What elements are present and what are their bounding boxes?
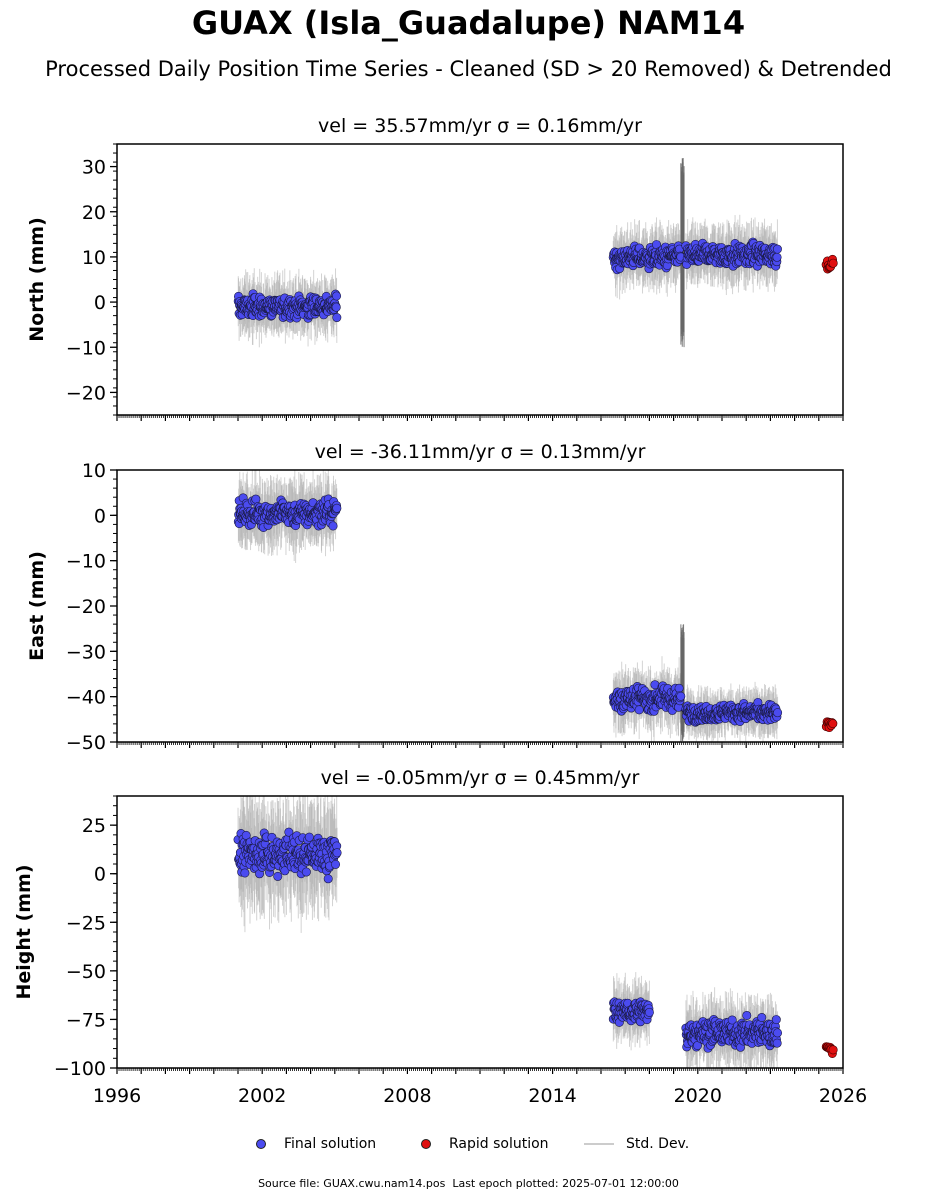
y-tick-label: −75	[66, 1009, 106, 1031]
y-tick-label: −10	[66, 551, 106, 573]
final-point	[332, 313, 342, 323]
final-point	[773, 1028, 783, 1038]
rapid-solution-points	[821, 254, 838, 274]
y-axis-label: North (mm)	[26, 217, 48, 342]
final-point	[273, 871, 283, 881]
y-tick-label: 10	[82, 460, 106, 482]
y-tick-label: 30	[82, 157, 106, 179]
final-solution-points	[233, 237, 782, 323]
rapid-point	[828, 258, 838, 268]
final-point	[332, 291, 342, 301]
plot-area	[233, 158, 838, 348]
final-point	[331, 302, 341, 312]
rapid-solution-points	[821, 1042, 838, 1058]
final-point	[241, 830, 251, 840]
final-point	[304, 832, 314, 842]
final-point	[634, 705, 644, 715]
rapid-point	[828, 719, 838, 729]
final-point	[323, 874, 333, 884]
rapid-point	[828, 1045, 838, 1055]
final-point	[301, 867, 311, 877]
north-panel: vel = 35.57mm/yr σ = 0.16mm/yr North (mm)…	[26, 115, 844, 421]
y-tick-label: 0	[94, 864, 106, 886]
y-tick-label: −50	[66, 961, 106, 983]
y-tick-label: −25	[66, 912, 106, 934]
final-point	[284, 827, 294, 837]
y-tick-label: −30	[66, 641, 106, 663]
y-axis-label: Height (mm)	[13, 864, 35, 999]
final-point	[674, 683, 684, 693]
y-tick-label: 25	[82, 815, 106, 837]
final-point	[644, 1007, 654, 1017]
final-point	[773, 708, 783, 718]
panel-title: vel = -0.05mm/yr σ = 0.45mm/yr	[321, 767, 640, 789]
final-solution-points	[233, 493, 783, 727]
final-point	[772, 1038, 782, 1048]
main-title: GUAX (Isla_Guadalupe) NAM14	[191, 4, 746, 42]
final-point	[742, 1010, 752, 1020]
panel-title: vel = -36.11mm/yr σ = 0.13mm/yr	[315, 441, 646, 463]
final-solution-points	[233, 827, 783, 1053]
y-tick-label: −10	[66, 337, 106, 359]
final-point	[332, 848, 342, 858]
final-point	[757, 1012, 767, 1022]
y-tick-label: −20	[66, 382, 106, 404]
east-panel: vel = -36.11mm/yr σ = 0.13mm/yr East (mm)…	[26, 441, 844, 754]
final-point	[772, 252, 782, 262]
std-dev-spike	[680, 624, 685, 742]
subtitle: Processed Daily Position Time Series - C…	[45, 57, 892, 81]
final-point	[676, 691, 686, 701]
final-point	[328, 521, 338, 531]
final-point	[332, 503, 342, 513]
final-point	[240, 868, 250, 878]
height-panel: vel = -0.05mm/yr σ = 0.45mm/yr Height (mm…	[13, 767, 867, 1107]
final-point	[331, 859, 341, 869]
y-tick-label: −50	[66, 732, 106, 754]
plot-area	[233, 470, 838, 742]
y-tick-label: 0	[94, 505, 106, 527]
y-tick-label: 10	[82, 247, 106, 269]
plot-area	[233, 796, 838, 1068]
final-point	[727, 1015, 737, 1025]
y-tick-label: −40	[66, 687, 106, 709]
final-point	[251, 494, 261, 504]
y-tick-label: −100	[54, 1058, 106, 1080]
panel-title: vel = 35.57mm/yr σ = 0.16mm/yr	[318, 115, 642, 137]
y-tick-label: −20	[66, 596, 106, 618]
rapid-solution-points	[821, 717, 838, 733]
y-tick-label: 20	[82, 202, 106, 224]
y-axis-label: East (mm)	[26, 551, 48, 661]
y-tick-label: 0	[94, 292, 106, 314]
time-series-chart: vel = 35.57mm/yr σ = 0.16mm/yr North (mm)…	[13, 115, 867, 1107]
final-point	[772, 244, 782, 254]
final-point	[280, 866, 290, 876]
final-point	[771, 1015, 781, 1025]
